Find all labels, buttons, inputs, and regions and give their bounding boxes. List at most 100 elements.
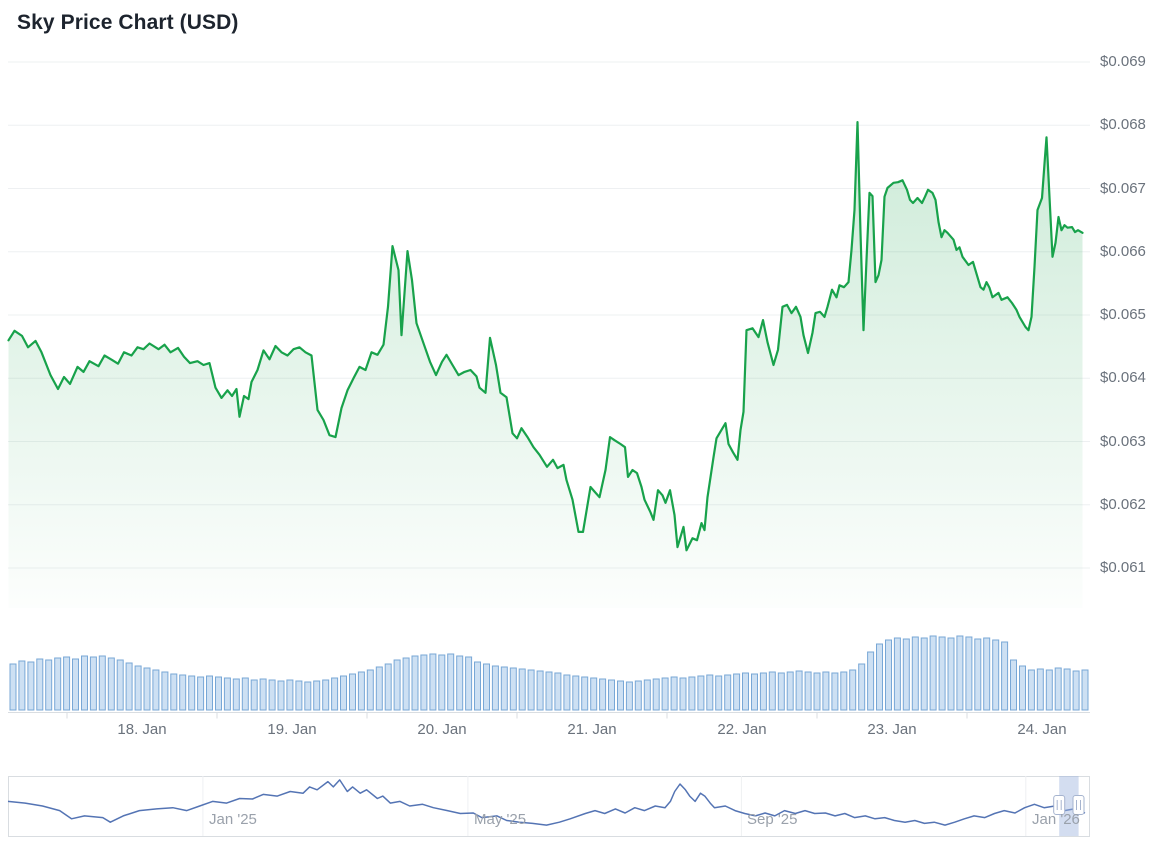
volume-bar: [920, 637, 928, 711]
volume-bar: [563, 674, 571, 711]
volume-bar: [1027, 669, 1035, 711]
volume-bar: [1045, 669, 1053, 711]
volume-bar: [331, 677, 339, 711]
volume-bar: [322, 679, 330, 711]
navigator-selected-range[interactable]: [1059, 776, 1079, 836]
volume-bar: [170, 673, 178, 711]
volume-bar: [795, 670, 803, 711]
volume-bar: [902, 638, 910, 711]
volume-bar: [232, 678, 240, 711]
volume-bar: [474, 661, 481, 711]
volume-bar: [1001, 641, 1009, 711]
volume-bar: [500, 666, 508, 711]
volume-bar: [759, 672, 767, 711]
navigator-tick-label: May '25: [474, 811, 527, 828]
volume-bar: [983, 637, 991, 711]
volume-bar: [885, 639, 892, 711]
volume-bar: [599, 678, 607, 711]
volume-bar: [179, 674, 187, 711]
volume-bar: [277, 680, 285, 711]
volume-bar: [670, 676, 678, 711]
volume-pane[interactable]: [9, 635, 1089, 711]
volume-bar: [929, 635, 937, 711]
volume-bar: [876, 643, 883, 711]
price-area: [8, 122, 1083, 608]
volume-bar: [465, 656, 473, 711]
x-axis-label: 23. Jan: [867, 721, 917, 738]
volume-bar: [867, 651, 875, 711]
volume-bar: [9, 663, 17, 711]
volume-bar: [858, 663, 866, 711]
volume-bar: [625, 681, 633, 711]
navigator-right-handle[interactable]: [1072, 795, 1085, 815]
volume-bar: [1081, 669, 1089, 711]
volume-bar: [375, 666, 383, 711]
volume-bar: [447, 653, 455, 711]
volume-bar: [215, 676, 222, 711]
volume-bar: [715, 675, 723, 711]
volume-bar: [197, 676, 205, 711]
price-line: [7, 121, 1084, 552]
volume-bar: [429, 653, 437, 711]
volume-bar: [72, 658, 79, 711]
volume-bar: [724, 674, 732, 711]
volume-bar: [81, 655, 88, 711]
price-pane[interactable]: [7, 121, 1084, 608]
volume-bar: [965, 636, 973, 711]
volume-bar: [223, 677, 231, 711]
volume-bar: [152, 669, 160, 711]
chart-title: Sky Price Chart (USD): [17, 11, 239, 34]
y-axis-label: $0.066: [1100, 243, 1146, 260]
volume-bar: [54, 657, 62, 711]
volume-bar: [733, 673, 741, 711]
volume-bar: [420, 654, 428, 711]
volume-bar: [456, 655, 464, 711]
volume-bar: [813, 672, 821, 711]
y-axis-label: $0.062: [1100, 496, 1146, 513]
volume-bar: [18, 660, 26, 711]
volume-bar: [259, 678, 267, 711]
navigator-left-handle[interactable]: [1053, 795, 1066, 815]
volume-bar: [751, 673, 758, 711]
volume-bar: [98, 655, 106, 711]
volume-bar: [36, 658, 44, 711]
volume-bar: [518, 668, 526, 711]
volume-bar: [938, 636, 946, 711]
y-axis-label: $0.067: [1100, 180, 1146, 197]
volume-bar: [572, 675, 580, 711]
x-axis-label: 22. Jan: [717, 721, 767, 738]
y-axis-label: $0.069: [1100, 53, 1146, 70]
volume-bar: [63, 656, 71, 711]
volume-bar: [617, 680, 624, 711]
volume-bar: [947, 637, 955, 711]
volume-bar: [768, 671, 776, 711]
volume-bar: [125, 662, 133, 711]
volume-bar: [313, 680, 321, 711]
volume-bar: [411, 655, 419, 711]
navigator-outline: [8, 776, 1090, 837]
volume-bar: [438, 654, 446, 711]
volume-bar: [992, 639, 1000, 711]
volume-bar: [1054, 667, 1062, 711]
navigator-line: [7, 779, 1086, 826]
volume-bar: [849, 669, 857, 711]
volume-bar: [116, 659, 124, 711]
volume-bar: [1072, 670, 1080, 711]
volume-bar: [143, 667, 151, 711]
volume-bar: [384, 663, 392, 711]
y-axis-label: $0.063: [1100, 433, 1146, 450]
volume-bar: [295, 680, 303, 711]
navigator-tick-label: Jan '25: [209, 811, 257, 828]
volume-bar: [357, 671, 365, 711]
volume-bar: [536, 670, 544, 711]
navigator[interactable]: [7, 776, 1090, 837]
volume-bar: [742, 672, 749, 711]
volume-bar: [161, 671, 169, 711]
volume-bar: [697, 675, 705, 711]
navigator-tick-label: Jan '26: [1032, 811, 1080, 828]
y-axis-label: $0.064: [1100, 369, 1146, 386]
volume-bar: [956, 635, 964, 711]
volume-bar: [27, 661, 35, 711]
volume-bar: [822, 671, 830, 711]
